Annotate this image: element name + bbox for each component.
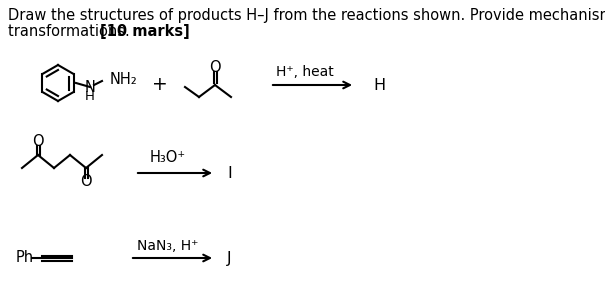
Text: J: J [227,251,232,265]
Text: O: O [209,60,221,76]
Text: H: H [373,77,385,93]
Text: H⁺, heat: H⁺, heat [276,65,334,79]
Text: I: I [227,166,232,180]
Text: +: + [152,76,168,95]
Text: H: H [85,91,95,103]
Text: Draw the structures of products H–J from the reactions shown. Provide mechanisms: Draw the structures of products H–J from… [8,8,605,23]
Text: H₃O⁺: H₃O⁺ [150,150,186,164]
Text: NH₂: NH₂ [110,72,138,86]
Text: [10 marks]: [10 marks] [100,24,190,39]
Text: transformations.: transformations. [8,24,134,39]
Text: NaN₃, H⁺: NaN₃, H⁺ [137,239,198,253]
Text: Ph: Ph [16,251,34,265]
Text: O: O [80,175,92,190]
Text: O: O [32,135,44,150]
Text: N: N [85,79,96,95]
